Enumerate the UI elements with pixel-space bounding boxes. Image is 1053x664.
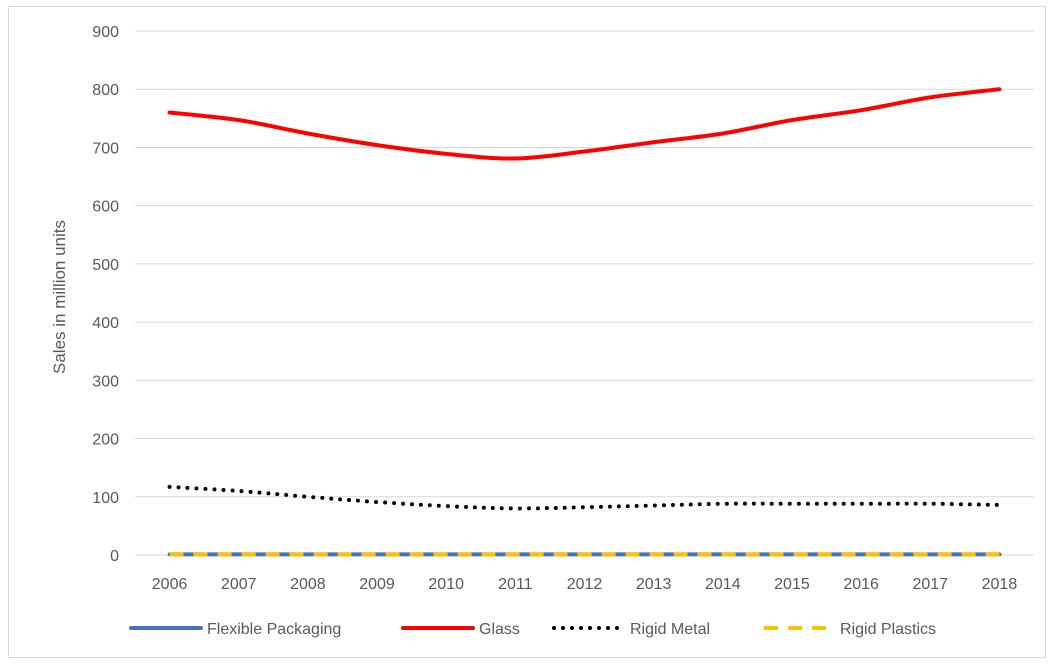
y-tick-label: 400 bbox=[92, 315, 119, 332]
y-tick-label: 600 bbox=[92, 199, 119, 216]
y-axis-ticks: 0 100 200 300 400 500 600 700 800 900 bbox=[92, 24, 119, 565]
x-tick-label: 2008 bbox=[290, 576, 326, 593]
x-axis-ticks: 2006 2007 2008 2009 2010 2011 2012 2013 2014 2015… bbox=[152, 576, 1018, 593]
y-tick-label: 700 bbox=[92, 140, 119, 157]
x-tick-label: 2016 bbox=[843, 576, 879, 593]
x-tick-label: 2011 bbox=[498, 576, 533, 593]
gridlines bbox=[135, 30, 1034, 556]
legend: Flexible Packaging Glass Rigid Metal Rigid … bbox=[129, 621, 936, 638]
legend-label-flexible-packaging: Flexible Packaging bbox=[207, 621, 341, 638]
x-tick-label: 2018 bbox=[982, 576, 1018, 593]
x-tick-label: 2012 bbox=[567, 576, 603, 593]
series-lines bbox=[167, 87, 1002, 557]
legend-label-rigid-plastics: Rigid Plastics bbox=[840, 621, 936, 638]
legend-label-rigid-metal: Rigid Metal bbox=[630, 621, 710, 638]
x-tick-label: 2010 bbox=[428, 576, 464, 593]
x-tick-label: 2009 bbox=[359, 576, 395, 593]
y-tick-label: 800 bbox=[92, 82, 119, 99]
y-axis-title: Sales in million units bbox=[50, 220, 69, 374]
series-line-glass bbox=[167, 87, 1002, 161]
y-tick-label: 200 bbox=[92, 432, 119, 449]
x-tick-label: 2007 bbox=[221, 576, 257, 593]
chart-frame: 0 100 200 300 400 500 600 700 800 900 2006 2007 200… bbox=[8, 6, 1046, 658]
y-tick-label: 300 bbox=[92, 373, 119, 390]
x-tick-label: 2013 bbox=[636, 576, 672, 593]
x-tick-label: 2017 bbox=[912, 576, 948, 593]
y-tick-label: 100 bbox=[92, 490, 119, 507]
x-tick-label: 2015 bbox=[774, 576, 810, 593]
x-tick-label: 2006 bbox=[152, 576, 188, 593]
y-tick-label: 0 bbox=[110, 548, 119, 565]
y-tick-label: 900 bbox=[92, 24, 119, 41]
series-line-rigid-metal bbox=[167, 484, 1002, 511]
y-tick-label: 500 bbox=[92, 257, 119, 274]
legend-label-glass: Glass bbox=[479, 621, 520, 638]
x-tick-label: 2014 bbox=[705, 576, 741, 593]
